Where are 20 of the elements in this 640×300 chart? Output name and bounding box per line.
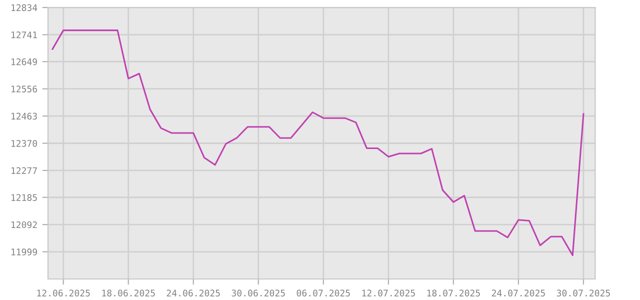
y-tick-label: 12556 — [11, 86, 37, 92]
y-tick-label: 12092 — [11, 221, 37, 228]
x-tick-label: 24.07.2025 — [492, 290, 545, 296]
x-tick-label: 24.06.2025 — [166, 290, 220, 296]
line-series — [52, 30, 584, 256]
x-tick-label: 12.06.2025 — [37, 290, 90, 296]
y-tick-label: 12185 — [11, 194, 37, 201]
y-tick-label: 12649 — [11, 58, 37, 66]
y-tick-label: 12370 — [11, 140, 37, 147]
x-tick-label: 18.06.2025 — [102, 290, 155, 296]
y-tick-label: 12834 — [11, 4, 38, 12]
x-tick-label: 30.06.2025 — [232, 290, 285, 296]
x-tick-label: 06.07.2025 — [296, 290, 350, 296]
x-tick-label: 12.07.2025 — [362, 290, 415, 296]
y-tick-label: 12741 — [11, 31, 37, 38]
x-tick-label: 18.07.2025 — [427, 290, 480, 296]
y-tick-label: 12463 — [11, 112, 37, 120]
y-tick-label: 11999 — [11, 248, 37, 256]
x-tick-label: 30.07.2025 — [556, 290, 610, 296]
y-tick-label: 12277 — [11, 167, 37, 174]
